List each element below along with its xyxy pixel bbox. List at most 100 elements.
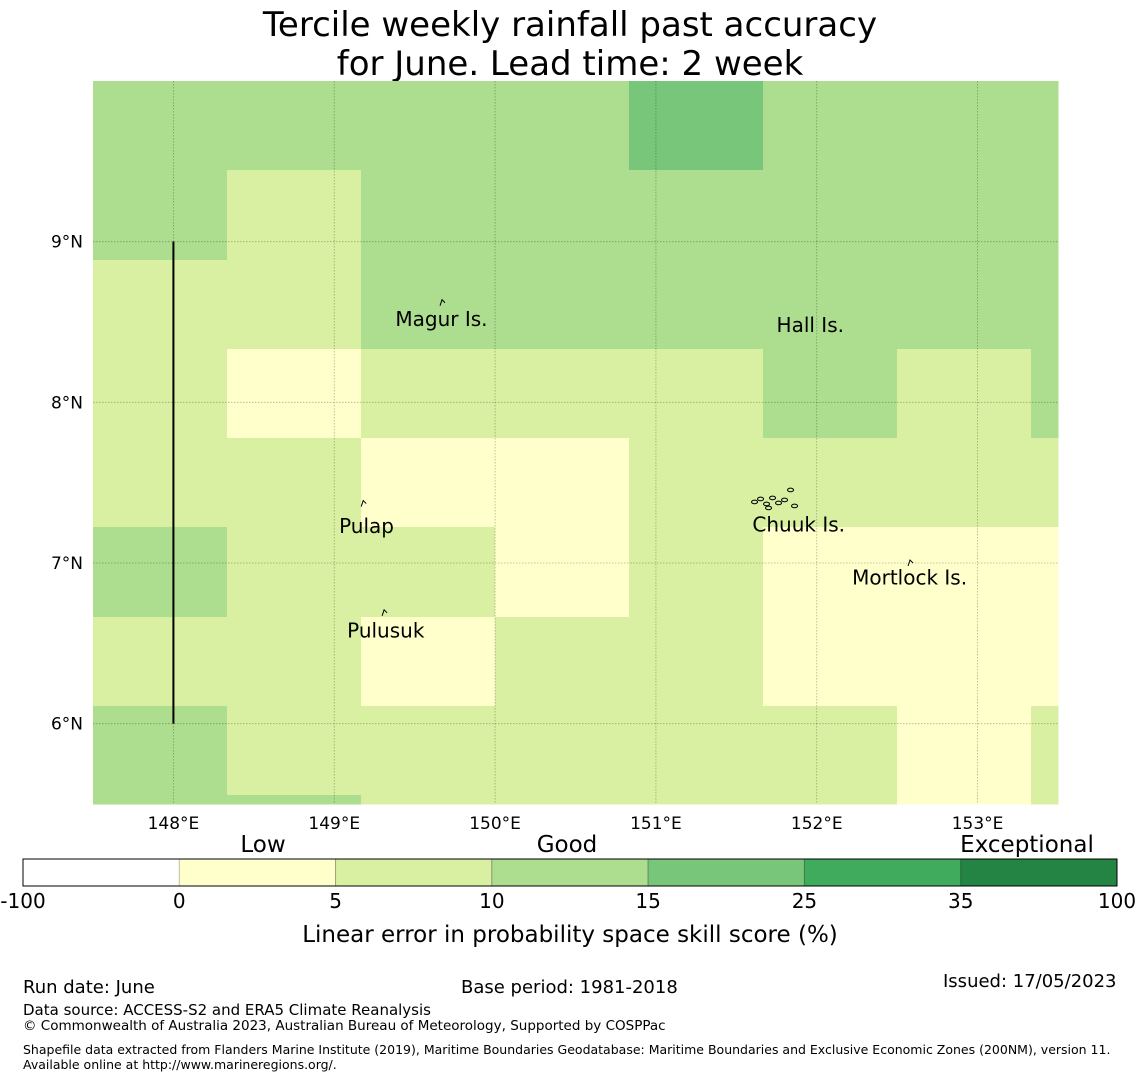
skill-cell [897,260,1032,350]
colorbar-tick-label: 100 [1098,889,1136,913]
skill-cell [227,81,362,171]
place-label: Pulusuk [347,618,425,642]
colorbar-tick-label: 15 [635,889,660,913]
latitude-ticks: 9°N 8°N 7°N 6°N [51,233,83,735]
colorbar-ticks: -100 0 5 10 15 25 35 100 [0,889,1136,913]
skill-cell [361,170,496,261]
colorbar-category-label: Good [537,832,598,858]
longitude-tick-label: 151°E [630,814,682,834]
copyright-notice: © Commonwealth of Australia 2023, Austra… [23,1018,666,1034]
longitude-tick-label: 152°E [791,814,843,834]
skill-cell [495,170,630,261]
place-label: Magur Is. [395,307,487,331]
skill-cell [495,706,630,796]
longitude-tick-label: 153°E [952,814,1004,834]
skill-cell [361,795,496,805]
island-outline [757,496,765,502]
skill-cell [361,706,496,796]
place-label: Hall Is. [777,313,844,337]
colorbar [22,858,1118,887]
skill-cell [495,527,630,618]
skill-cell [93,617,228,707]
issued-date: Issued: 17/05/2023 [943,971,1117,992]
skill-cell [495,81,630,171]
colorbar-tick-label: 35 [948,889,973,913]
skill-cell [495,795,630,805]
skill-cell [897,81,1032,171]
colorbar-tick-label: 25 [792,889,817,913]
island-outline [763,501,771,507]
colorbar-tick-label: 10 [479,889,504,913]
base-period: Base period: 1981-2018 [461,977,678,998]
skill-cell [227,260,362,350]
island-outline [360,499,367,507]
skill-cell [361,349,496,439]
skill-cell [227,170,362,261]
skill-cell [495,438,630,528]
island-outline [381,608,388,616]
skill-cell [1031,81,1059,171]
skill-cell [897,438,1032,528]
skill-cell [93,795,228,805]
skill-cell [361,81,496,171]
longitude-tick-label: 149°E [308,814,360,834]
skill-cell [763,438,898,528]
skill-cell [897,795,1032,805]
colorbar-outline [22,858,1118,887]
place-label: Pulap [339,514,394,538]
skill-cell [361,617,496,707]
longitude-tick-label: 148°E [148,814,200,834]
colorbar-bin [803,858,962,887]
run-date: Run date: June [23,977,155,998]
colorbar-bin [647,858,805,887]
skill-cell [93,706,228,796]
colorbar-label: Linear error in probability space skill … [302,922,838,948]
skill-cell [227,706,362,796]
skill-cell [763,706,898,796]
longitude-ticks: 148°E 149°E 150°E 151°E 152°E 153°E [148,814,1004,834]
longitude-tick-label: 150°E [469,814,521,834]
island-outline [769,495,777,501]
skill-cell [495,617,630,707]
skill-cell [763,527,898,618]
skill-cell [227,438,362,528]
map-title-line-2: for June. Lead time: 2 week [336,44,804,84]
skill-cell [763,349,898,439]
skill-cell [93,81,228,171]
place-labels: Magur Is. Hall Is. Pulap Chuuk Is. Mortlock … [339,298,967,642]
latitude-tick-label: 6°N [51,715,83,735]
skill-cell [897,617,1032,707]
colorbar-category-label: Exceptional [960,832,1094,858]
island-outline [439,298,446,306]
skill-cell [897,349,1032,439]
skill-cell [1031,438,1059,528]
skill-cell [629,81,764,171]
latitude-tick-label: 8°N [51,393,83,413]
island-outline [791,503,799,509]
skill-cell [495,260,630,350]
colorbar-bin [335,858,493,887]
skill-cell [629,438,764,528]
skill-cell [629,260,764,350]
island-outline [775,500,783,506]
colorbar-bin [23,859,180,886]
skill-cell [93,260,228,350]
colorbar-tick-label: 0 [173,889,186,913]
skill-cell [1031,706,1059,796]
skill-cell [1031,170,1059,261]
skill-cell [1031,260,1059,350]
skill-cell [763,617,898,707]
skill-cell [227,527,362,618]
skill-grid [93,81,1059,805]
skill-cell [1031,795,1059,805]
skill-cell [93,438,228,528]
skill-cell [763,795,898,805]
skill-cell [629,795,764,805]
skill-cell [897,170,1032,261]
colorbar-category-label: Low [240,832,285,858]
skill-cell [763,260,898,350]
place-label: Mortlock Is. [852,565,967,589]
skill-map: Magur Is. Hall Is. Pulap Chuuk Is. Mortlock … [0,81,1136,948]
colorbar-bin [960,858,1118,887]
skill-cell [1031,349,1059,439]
